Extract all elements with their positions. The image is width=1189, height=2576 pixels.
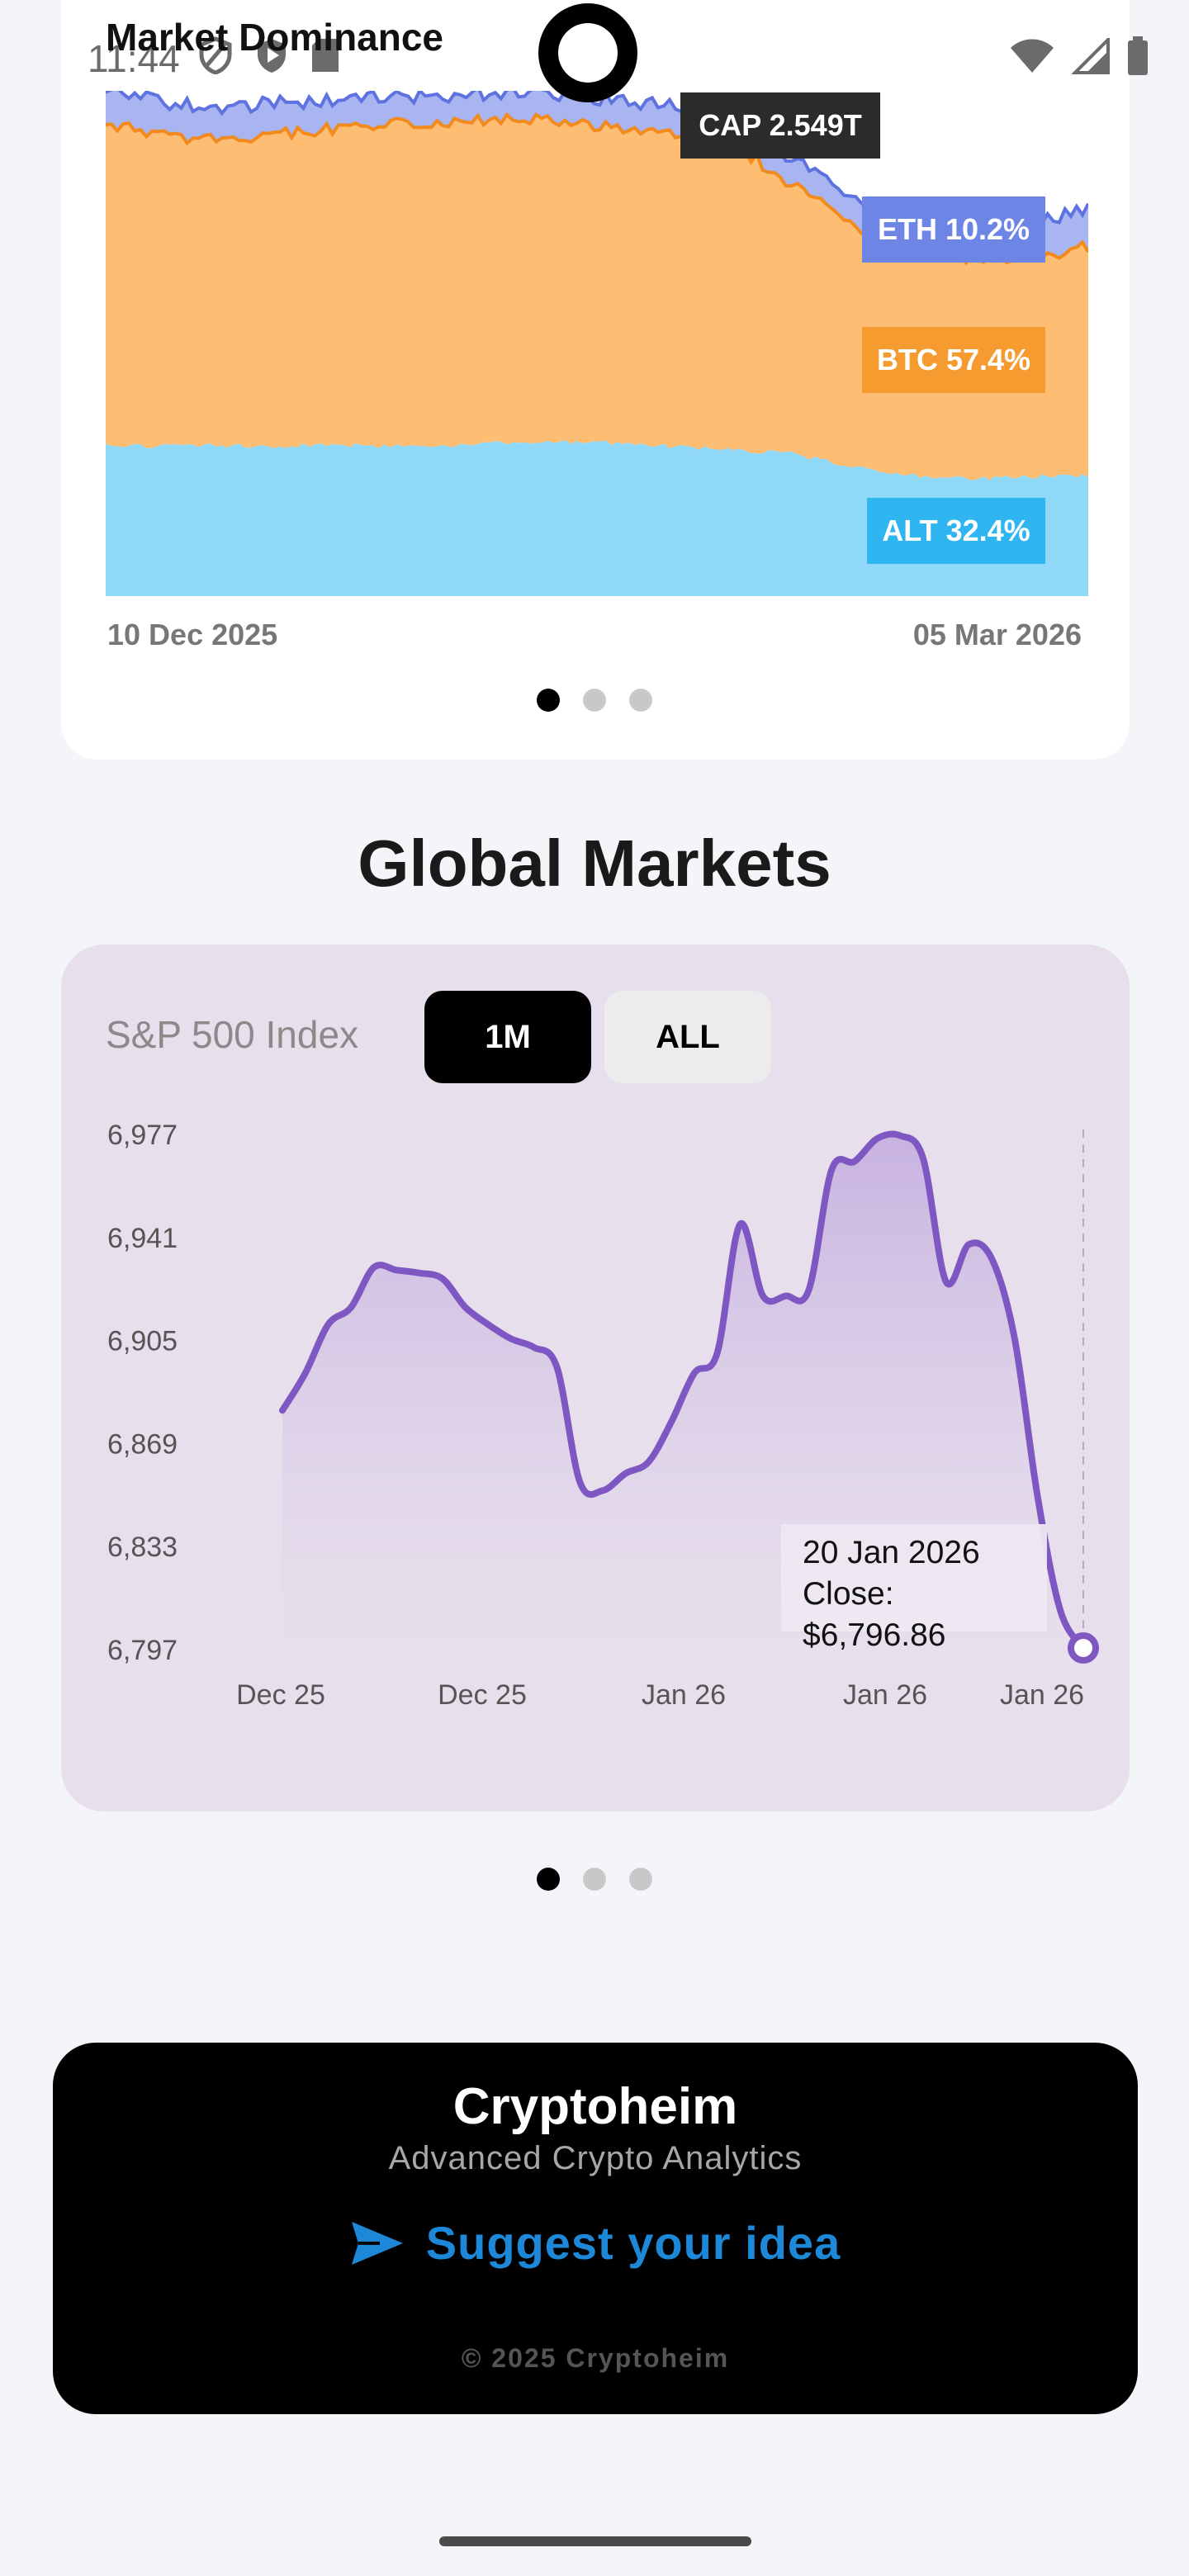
carousel-dots-2 — [537, 1868, 652, 1891]
range-1m-button[interactable]: 1M — [424, 991, 591, 1083]
alt-tag: ALT 32.4% — [867, 498, 1045, 564]
wifi-icon — [1011, 39, 1054, 73]
global-markets-title: Global Markets — [358, 826, 831, 900]
brand-tagline: Advanced Crypto Analytics — [388, 2140, 803, 2176]
send-icon — [351, 2221, 403, 2265]
carousel-dot-1[interactable] — [537, 1868, 560, 1891]
tooltip-date: 20 Jan 2026 — [803, 1535, 980, 1570]
home-indicator[interactable] — [439, 2536, 751, 2546]
index-label: S&P 500 Index — [106, 1013, 359, 1056]
carousel-dot-3[interactable] — [629, 689, 652, 712]
btc-area — [106, 114, 1088, 481]
btc-tag: BTC 57.4% — [862, 327, 1045, 393]
suggest-idea-label[interactable]: Suggest your idea — [425, 2217, 841, 2269]
sd-card-icon — [312, 39, 339, 72]
notification-icons — [198, 36, 340, 74]
dominance-title: Market Dominance — [106, 16, 444, 59]
system-icons — [1009, 36, 1149, 76]
alt-area — [106, 440, 1088, 596]
carousel-dot-1[interactable] — [537, 689, 560, 712]
camera-cutout — [538, 3, 637, 102]
battery-icon — [1128, 36, 1148, 75]
cap-tag: CAP 2.549T — [680, 92, 880, 159]
tooltip-value: Close: $6,796.86 — [803, 1576, 946, 1653]
eth-tag: ETH 10.2% — [862, 197, 1045, 263]
carousel-dots — [537, 689, 652, 712]
status-time: 11:44 — [88, 37, 180, 80]
carousel-dot-3[interactable] — [629, 1868, 652, 1891]
carousel-dot-2[interactable] — [583, 1868, 606, 1891]
carousel-dot-2[interactable] — [583, 689, 606, 712]
chart-tooltip: 20 Jan 2026 Close: $6,796.86 — [781, 1524, 1047, 1653]
footer: Cryptoheim Advanced Crypto Analytics Sug… — [53, 2043, 1138, 2414]
play-shield-icon — [258, 39, 286, 73]
copyright: © 2025 Cryptoheim — [461, 2343, 730, 2373]
dominance-date-end: 05 Mar 2026 — [912, 618, 1082, 651]
brand-name: Cryptoheim — [452, 2078, 738, 2135]
range-all-button[interactable]: ALL — [604, 991, 771, 1083]
dominance-date-start: 10 Dec 2025 — [107, 618, 278, 651]
status-bar: 11:44 — [0, 0, 1189, 124]
shield-icon — [199, 36, 232, 74]
sp500-card — [61, 945, 1130, 1811]
suggest-idea-link[interactable]: Suggest your idea — [53, 2216, 1138, 2270]
signal-icon — [1072, 38, 1110, 74]
